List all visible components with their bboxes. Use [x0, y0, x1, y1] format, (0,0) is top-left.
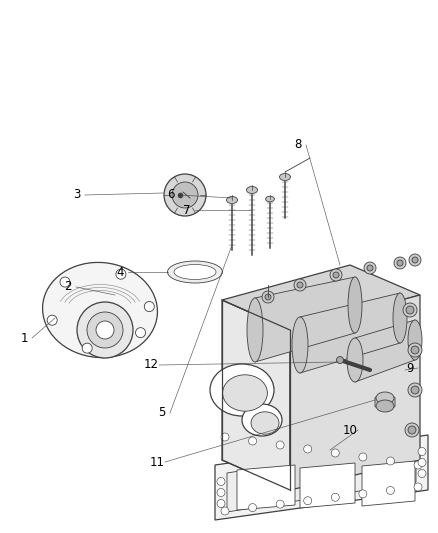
Circle shape [221, 507, 229, 515]
Ellipse shape [393, 293, 407, 343]
Circle shape [386, 487, 395, 495]
Ellipse shape [247, 187, 258, 193]
Circle shape [411, 346, 419, 354]
Text: 5: 5 [158, 407, 166, 419]
Circle shape [276, 441, 284, 449]
Circle shape [336, 357, 343, 364]
Polygon shape [355, 320, 415, 382]
Ellipse shape [247, 298, 263, 362]
Circle shape [367, 265, 373, 271]
Ellipse shape [167, 261, 223, 283]
Circle shape [249, 437, 257, 445]
Circle shape [265, 294, 271, 300]
Polygon shape [300, 463, 355, 508]
Circle shape [406, 306, 414, 314]
Polygon shape [227, 443, 416, 512]
Circle shape [386, 457, 395, 465]
Circle shape [330, 269, 342, 281]
Circle shape [397, 260, 403, 266]
Circle shape [135, 328, 145, 338]
Circle shape [294, 279, 306, 291]
Circle shape [116, 269, 126, 279]
Circle shape [276, 500, 284, 508]
Ellipse shape [265, 196, 274, 202]
Circle shape [403, 303, 417, 317]
Text: 6: 6 [167, 189, 175, 201]
Polygon shape [290, 295, 420, 490]
Polygon shape [222, 265, 420, 330]
Text: 7: 7 [183, 204, 191, 216]
Circle shape [418, 448, 426, 456]
Polygon shape [237, 465, 295, 510]
Circle shape [217, 489, 225, 497]
Text: 9: 9 [406, 361, 414, 375]
Circle shape [262, 291, 274, 303]
Text: 8: 8 [294, 139, 302, 151]
Circle shape [47, 315, 57, 325]
Circle shape [408, 426, 416, 434]
Polygon shape [255, 277, 355, 362]
Ellipse shape [408, 320, 422, 360]
Ellipse shape [226, 197, 237, 204]
Circle shape [297, 282, 303, 288]
Circle shape [408, 343, 422, 357]
Circle shape [364, 262, 376, 274]
Text: 11: 11 [149, 456, 165, 469]
Circle shape [405, 423, 419, 437]
Circle shape [331, 493, 339, 501]
Ellipse shape [279, 174, 290, 181]
Circle shape [82, 343, 92, 353]
Circle shape [172, 182, 198, 208]
Text: 4: 4 [116, 265, 124, 279]
Text: 1: 1 [20, 332, 28, 344]
Circle shape [409, 254, 421, 266]
Circle shape [414, 483, 422, 491]
Circle shape [304, 445, 312, 453]
Circle shape [221, 433, 229, 441]
Circle shape [359, 490, 367, 498]
Circle shape [408, 383, 422, 397]
Ellipse shape [242, 404, 282, 436]
Ellipse shape [376, 392, 394, 404]
Ellipse shape [348, 277, 362, 333]
Ellipse shape [174, 264, 216, 279]
Polygon shape [222, 300, 290, 490]
Circle shape [333, 272, 339, 278]
Text: 3: 3 [73, 189, 81, 201]
Circle shape [304, 497, 312, 505]
Circle shape [249, 504, 257, 512]
Circle shape [96, 321, 114, 339]
Circle shape [418, 458, 426, 466]
Circle shape [164, 174, 206, 216]
FancyBboxPatch shape [375, 397, 395, 407]
Circle shape [359, 453, 367, 461]
Circle shape [412, 257, 418, 263]
Polygon shape [300, 293, 400, 373]
Ellipse shape [251, 412, 279, 434]
Circle shape [217, 478, 225, 486]
Circle shape [217, 499, 225, 507]
Circle shape [418, 470, 426, 478]
Circle shape [87, 312, 123, 348]
Circle shape [414, 461, 422, 469]
Text: 12: 12 [144, 359, 159, 372]
Ellipse shape [347, 338, 363, 382]
Polygon shape [215, 435, 428, 520]
Ellipse shape [210, 364, 274, 416]
Circle shape [77, 302, 133, 358]
Text: 10: 10 [343, 424, 357, 437]
Ellipse shape [292, 317, 308, 373]
Polygon shape [362, 461, 415, 506]
Circle shape [331, 449, 339, 457]
Circle shape [394, 257, 406, 269]
Ellipse shape [42, 262, 157, 358]
Circle shape [144, 302, 154, 312]
Text: 2: 2 [64, 280, 72, 294]
Ellipse shape [223, 375, 268, 411]
Circle shape [60, 277, 70, 287]
Circle shape [411, 386, 419, 394]
Ellipse shape [376, 400, 394, 412]
